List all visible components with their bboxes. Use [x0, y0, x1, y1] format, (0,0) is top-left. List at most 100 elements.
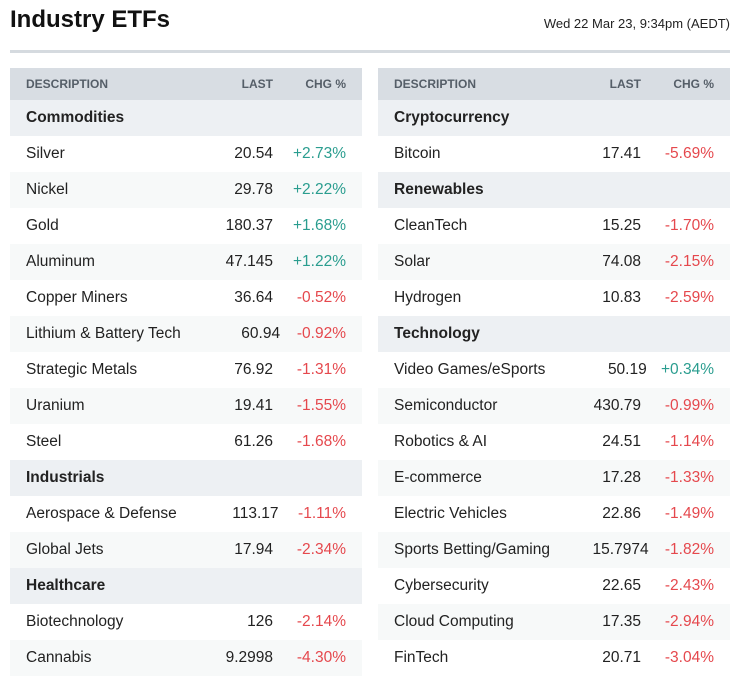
last-price: 74.08 — [602, 253, 641, 270]
category-name: Technology — [394, 325, 480, 342]
etf-name: Global Jets — [26, 541, 104, 558]
category-row: Renewables — [378, 172, 730, 208]
category-name: Industrials — [26, 469, 105, 486]
last-price: 20.71 — [602, 649, 641, 666]
last-price: 22.86 — [602, 505, 641, 522]
table-row[interactable]: Semiconductor 430.79 -0.99% — [378, 388, 730, 424]
change-percent: -2.94% — [664, 613, 714, 630]
etf-name: Copper Miners — [26, 289, 128, 306]
page-title: Industry ETFs — [10, 6, 171, 33]
last-price: 17.41 — [602, 145, 641, 162]
etf-name: CleanTech — [394, 217, 468, 234]
etf-name: Silver — [26, 145, 65, 162]
table-row[interactable]: E-commerce 17.28 -1.33% — [378, 460, 730, 496]
divider — [10, 50, 730, 53]
table-row[interactable]: Bitcoin 17.41 -5.69% — [378, 136, 730, 172]
change-percent: -0.52% — [296, 289, 346, 306]
category-row: Healthcare — [10, 568, 362, 604]
change-percent: +1.22% — [292, 253, 346, 270]
table-row[interactable]: Steel 61.26 -1.68% — [10, 424, 362, 460]
etf-name: Uranium — [26, 397, 85, 414]
change-percent: +2.22% — [292, 181, 346, 198]
last-price: 47.145 — [225, 253, 273, 270]
last-price: 113.17 — [232, 505, 279, 522]
table-row[interactable]: Cloud Computing 17.35 -2.94% — [378, 604, 730, 640]
change-percent: -1.49% — [664, 505, 714, 522]
category-name: Commodities — [26, 109, 125, 126]
table-row[interactable]: FinTech 20.71 -3.04% — [378, 640, 730, 676]
last-price: 17.28 — [602, 469, 641, 486]
table-row[interactable]: Nickel 29.78 +2.22% — [10, 172, 362, 208]
table-row[interactable]: Robotics & AI 24.51 -1.14% — [378, 424, 730, 460]
last-price: 20.54 — [234, 145, 273, 162]
table-row[interactable]: Electric Vehicles 22.86 -1.49% — [378, 496, 730, 532]
change-percent: -1.11% — [298, 505, 346, 522]
table-row[interactable]: Biotechnology 126 -2.14% — [10, 604, 362, 640]
table-row[interactable]: Aluminum 47.145 +1.22% — [10, 244, 362, 280]
table-row[interactable]: Strategic Metals 76.92 -1.31% — [10, 352, 362, 388]
etf-name: Biotechnology — [26, 613, 124, 630]
col-last: LAST — [609, 77, 641, 91]
change-percent: -1.82% — [664, 541, 714, 558]
table-row[interactable]: Hydrogen 10.83 -2.59% — [378, 280, 730, 316]
etf-name: Semiconductor — [394, 397, 498, 414]
category-row: Industrials — [10, 460, 362, 496]
category-name: Cryptocurrency — [394, 109, 510, 126]
change-percent: -0.92% — [296, 325, 346, 342]
table-row[interactable]: Copper Miners 36.64 -0.52% — [10, 280, 362, 316]
change-percent: -2.14% — [296, 613, 346, 630]
etf-name: Hydrogen — [394, 289, 462, 306]
last-price: 430.79 — [593, 397, 641, 414]
change-percent: -2.59% — [664, 289, 714, 306]
last-price: 15.7974 — [592, 541, 649, 558]
etf-name: Gold — [26, 217, 59, 234]
change-percent: -1.31% — [296, 361, 346, 378]
change-percent: -0.99% — [664, 397, 714, 414]
table-row[interactable]: Lithium & Battery Tech 60.94 -0.92% — [10, 316, 362, 352]
table-row[interactable]: Video Games/eSports 50.19 +0.34% — [378, 352, 730, 388]
etf-name: Aerospace & Defense — [26, 505, 177, 522]
etf-name: Cloud Computing — [394, 613, 514, 630]
table-row[interactable]: Solar 74.08 -2.15% — [378, 244, 730, 280]
etf-name: Video Games/eSports — [394, 361, 546, 378]
etf-name: Steel — [26, 433, 62, 450]
last-price: 17.35 — [602, 613, 641, 630]
category-row: Cryptocurrency — [378, 100, 730, 136]
etf-name: Bitcoin — [394, 145, 441, 162]
table-row[interactable]: Silver 20.54 +2.73% — [10, 136, 362, 172]
last-price: 76.92 — [234, 361, 273, 378]
category-name: Renewables — [394, 181, 484, 198]
etf-table-left: DESCRIPTION LAST CHG % Commodities Silver 20.… — [10, 68, 362, 676]
col-description: DESCRIPTION — [26, 77, 109, 91]
col-chg: CHG % — [305, 77, 346, 91]
last-price: 126 — [247, 613, 273, 630]
change-percent: -1.70% — [664, 217, 714, 234]
table-row[interactable]: Global Jets 17.94 -2.34% — [10, 532, 362, 568]
last-price: 17.94 — [234, 541, 273, 558]
col-last: LAST — [241, 77, 273, 91]
last-price: 10.83 — [602, 289, 641, 306]
col-chg: CHG % — [673, 77, 714, 91]
table-row[interactable]: Cybersecurity 22.65 -2.43% — [378, 568, 730, 604]
table-row[interactable]: Gold 180.37 +1.68% — [10, 208, 362, 244]
table-row[interactable]: Aerospace & Defense 113.17 -1.11% — [10, 496, 362, 532]
last-price: 29.78 — [234, 181, 273, 198]
change-percent: +0.34% — [660, 361, 714, 378]
change-percent: -4.30% — [296, 649, 346, 666]
change-percent: -1.14% — [664, 433, 714, 450]
etf-name: Aluminum — [26, 253, 95, 270]
etf-name: Solar — [394, 253, 431, 270]
change-percent: +2.73% — [292, 145, 346, 162]
last-price: 9.2998 — [225, 649, 273, 666]
change-percent: -2.34% — [296, 541, 346, 558]
category-name: Healthcare — [26, 577, 106, 594]
table-row[interactable]: Cannabis 9.2998 -4.30% — [10, 640, 362, 676]
table-row[interactable]: CleanTech 15.25 -1.70% — [378, 208, 730, 244]
table-row[interactable]: Uranium 19.41 -1.55% — [10, 388, 362, 424]
change-percent: -1.33% — [664, 469, 714, 486]
table-row[interactable]: Sports Betting/Gaming 15.7974 -1.82% — [378, 532, 730, 568]
last-price: 50.19 — [607, 361, 647, 378]
last-price: 22.65 — [602, 577, 641, 594]
etf-name: Robotics & AI — [394, 433, 488, 450]
category-row: Commodities — [10, 100, 362, 136]
